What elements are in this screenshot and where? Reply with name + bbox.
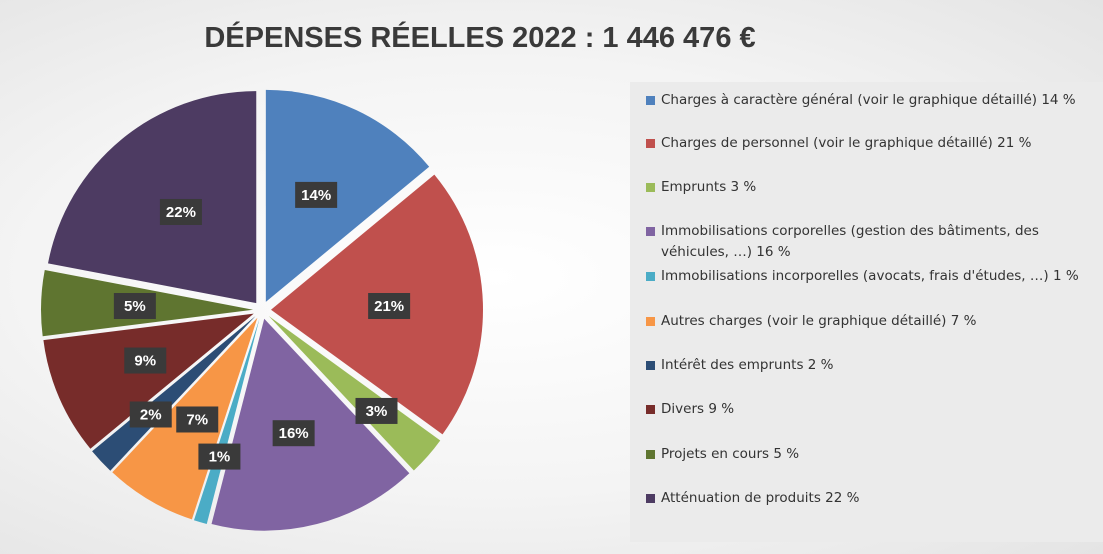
legend-swatch [646,450,655,459]
data-label-text: 21% [374,298,404,315]
data-label: 3% [355,397,398,424]
data-label-box [272,420,315,447]
legend-item: Immobilisations corporelles (gestion des… [646,221,1086,263]
data-label-text: 1% [209,449,231,466]
legend-swatch [646,183,655,192]
data-label: 5% [113,293,156,320]
data-label: 9% [124,347,167,374]
data-label-text: 3% [366,403,388,420]
data-label: 7% [176,406,219,433]
data-label-text: 7% [186,411,208,428]
data-label-text: 16% [279,425,309,442]
legend: Charges à caractère général (voir le gra… [630,82,1103,542]
data-label-box [368,293,411,320]
legend-swatch [646,227,655,236]
data-label-box [198,443,241,470]
legend-item: Atténuation de produits 22 % [646,488,1086,509]
data-label-box [113,293,156,320]
data-label-box [124,347,167,374]
pie-slice [92,316,256,471]
legend-label: Charges de personnel (voir le graphique … [661,135,1032,151]
legend-item: Projets en cours 5 % [646,444,1086,465]
legend-item: Immobilisations incorporelles (avocats, … [646,266,1086,287]
legend-swatch [646,361,655,370]
data-label-box [176,406,219,433]
data-label: 2% [129,401,172,428]
legend-label: Projets en cours 5 % [661,446,800,462]
legend-label: Atténuation de produits 22 % [661,490,860,506]
legend-item: Autres charges (voir le graphique détail… [646,311,1086,332]
data-label: 16% [272,420,315,447]
legend-item: Emprunts 3 % [646,177,1086,198]
data-label-text: 22% [166,204,196,221]
legend-item: Intérêt des emprunts 2 % [646,355,1086,376]
legend-label: Charges à caractère général (voir le gra… [661,92,1076,108]
data-label-text: 14% [301,187,331,204]
data-label: 14% [295,181,338,208]
legend-swatch [646,317,655,326]
legend-item: Charges à caractère général (voir le gra… [646,90,1086,111]
legend-item: Divers 9 % [646,399,1086,420]
legend-label: Intérêt des emprunts 2 % [661,357,834,373]
data-label-text: 5% [124,298,146,315]
data-label-box [355,397,398,424]
legend-item: Charges de personnel (voir le graphique … [646,133,1086,154]
data-label-box [159,198,202,225]
pie-slice [268,315,441,471]
data-label: 22% [159,198,202,225]
legend-label: Immobilisations incorporelles (avocats, … [661,268,1079,284]
pie-slice [48,91,257,304]
legend-label: Immobilisations corporelles (gestion des… [661,223,1039,260]
data-label: 1% [198,443,241,470]
data-label-text: 9% [134,352,156,369]
data-label-box [295,181,338,208]
pie-slice [265,89,430,302]
legend-swatch [646,494,655,503]
legend-label: Autres charges (voir le graphique détail… [661,313,977,329]
data-label-text: 2% [140,406,162,423]
data-label-box [129,401,172,428]
chart-title: DÉPENSES RÉELLES 2022 : 1 446 476 € [204,22,756,54]
pie-slice [43,313,254,449]
legend-swatch [646,405,655,414]
legend-swatch [646,139,655,148]
legend-label: Emprunts 3 % [661,179,757,195]
legend-swatch [646,272,655,281]
legend-swatch [646,96,655,105]
data-label: 21% [368,293,411,320]
legend-label: Divers 9 % [661,401,735,417]
pie-slice [193,318,260,524]
